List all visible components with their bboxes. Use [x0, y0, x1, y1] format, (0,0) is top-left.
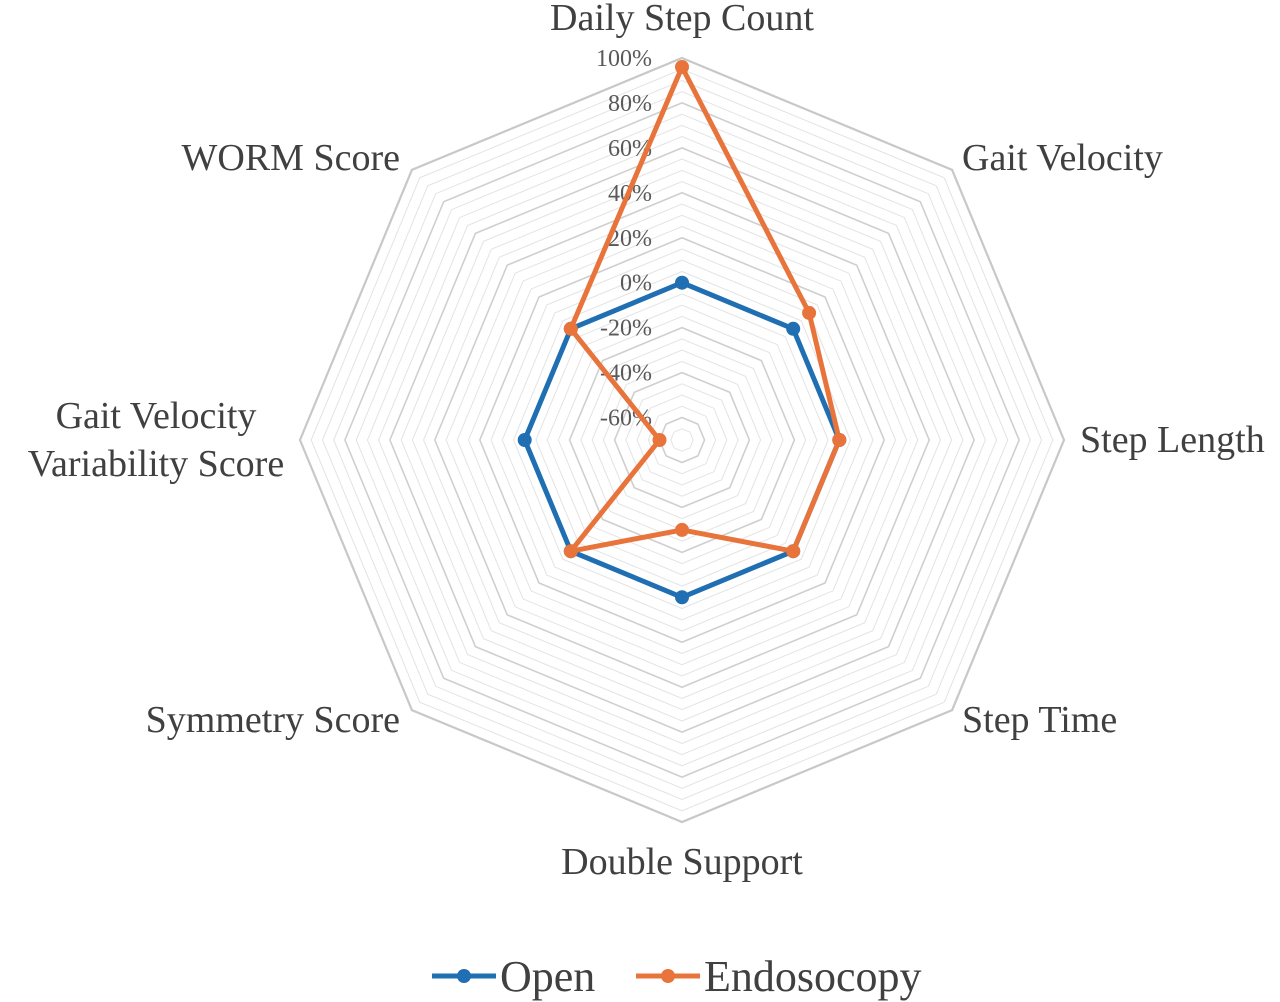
grid-ring-minor: [636, 394, 728, 486]
data-point: [802, 305, 817, 320]
data-point: [786, 544, 801, 559]
grid-ring-minor: [400, 158, 964, 722]
series-endosocopy: [563, 60, 847, 559]
grid-ring-major: [389, 147, 975, 733]
grid-ring-minor: [456, 214, 908, 666]
tick-label: 100%: [596, 46, 652, 72]
grid-ring-minor: [310, 68, 1054, 812]
grid-ring-minor: [625, 383, 739, 497]
grid-ring-minor: [378, 136, 986, 744]
data-point: [675, 590, 689, 605]
grid-ring-major: [658, 416, 706, 464]
legend: Open Endosocopy: [432, 952, 922, 1001]
grid-ring-minor: [355, 113, 1009, 767]
grid-ring-major: [568, 326, 796, 554]
grid-ring-minor: [333, 91, 1031, 789]
tick-label: 80%: [608, 91, 652, 117]
data-point: [563, 321, 578, 336]
radar-series: [517, 60, 847, 605]
grid-ring-minor: [512, 270, 852, 610]
grid-ring-minor: [490, 248, 874, 632]
grid-ring-major: [478, 236, 886, 644]
grid-ring-minor: [423, 181, 941, 699]
radar-grid: [298, 56, 1066, 824]
tick-label: 0%: [620, 271, 652, 297]
grid-ring-minor: [445, 203, 919, 677]
legend-label: Open: [500, 952, 595, 1001]
data-point: [675, 275, 689, 290]
legend-item-endosocopy: Endosocopy: [636, 952, 922, 1001]
grid-ring-major: [433, 191, 931, 689]
legend-swatch-marker: [457, 969, 471, 983]
grid-ring-minor: [535, 293, 829, 587]
grid-ring-minor: [366, 124, 998, 756]
category-label: Daily Step Count: [550, 0, 814, 39]
grid-ring-minor: [602, 360, 762, 520]
grid-ring-minor: [411, 169, 953, 711]
data-point: [652, 433, 667, 447]
tick-label: -20%: [600, 316, 652, 342]
legend-swatch-marker: [661, 969, 675, 983]
category-label: Symmetry Score: [146, 699, 400, 741]
grid-ring-minor: [467, 225, 897, 655]
legend-item-open: Open: [432, 952, 595, 1001]
category-label: Step Length: [1080, 419, 1265, 461]
grid-ring-minor: [670, 428, 694, 452]
category-label: WORM Score: [182, 137, 400, 179]
grid-ring-minor: [580, 338, 784, 542]
category-label: Double Support: [561, 841, 803, 883]
category-labels: Daily Step Count Gait Velocity Step Length…: [28, 0, 1265, 883]
data-point: [563, 544, 578, 559]
data-point: [675, 60, 689, 74]
grid-ring-minor: [501, 259, 863, 621]
data-point: [832, 433, 847, 447]
grid-ring-major: [344, 102, 1020, 778]
grid-ring-minor: [647, 405, 717, 475]
grid-ring-minor: [546, 304, 818, 576]
category-label: Gait Velocity: [962, 137, 1163, 179]
grid-ring-outer: [298, 56, 1066, 824]
category-label: Gait Velocity Variability Score: [28, 395, 284, 485]
category-label: Step Time: [962, 699, 1117, 741]
legend-label: Endosocopy: [704, 952, 922, 1001]
grid-ring-major: [299, 57, 1065, 823]
grid-ring-minor: [557, 315, 807, 565]
data-point: [786, 321, 801, 336]
grid-ring-minor: [321, 79, 1043, 801]
data-point: [675, 522, 689, 537]
grid-ring-major: [613, 371, 751, 509]
data-point: [517, 433, 532, 447]
